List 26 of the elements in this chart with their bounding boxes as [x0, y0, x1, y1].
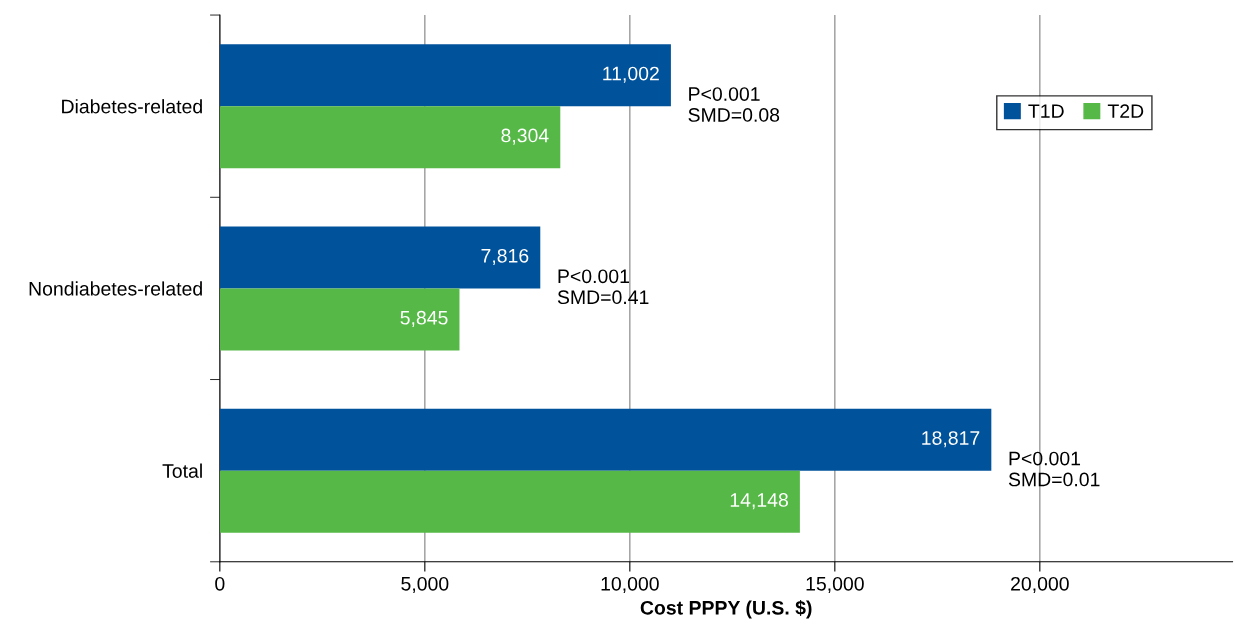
- bar: [219, 470, 800, 533]
- bar: [219, 408, 992, 471]
- data-label: 18,817: [922, 431, 980, 448]
- legend-label: T1D: [1028, 104, 1064, 118]
- x-tick-label: 20,000: [1011, 576, 1069, 593]
- data-label: 5,845: [400, 310, 448, 327]
- x-axis-title: Cost PPPY (U.S. $): [640, 600, 812, 619]
- x-tick-label: 0: [215, 576, 225, 591]
- x-tick-label: 15,000: [806, 576, 864, 593]
- bar: [219, 288, 460, 351]
- bar: [219, 106, 561, 169]
- data-label: 14,148: [730, 493, 788, 510]
- y-tick-label: Diabetes-related: [62, 99, 202, 114]
- data-label: 8,304: [501, 128, 549, 145]
- x-tick-label: 5,000: [401, 576, 449, 593]
- data-label: 7,816: [481, 248, 529, 265]
- data-label: 11,002: [603, 66, 659, 83]
- y-tick-label: Total: [162, 463, 202, 478]
- x-tick-label: 10,000: [601, 576, 659, 593]
- annotation: P<0.001 SMD=0.08: [688, 87, 780, 122]
- bar: [219, 44, 671, 107]
- y-tick-label: Nondiabetes-related: [29, 281, 202, 296]
- annotation: P<0.001 SMD=0.01: [1008, 451, 1100, 487]
- legend-label: T2D: [1107, 104, 1144, 118]
- bar: [219, 226, 541, 289]
- annotation: P<0.001 SMD=0.41: [557, 269, 649, 305]
